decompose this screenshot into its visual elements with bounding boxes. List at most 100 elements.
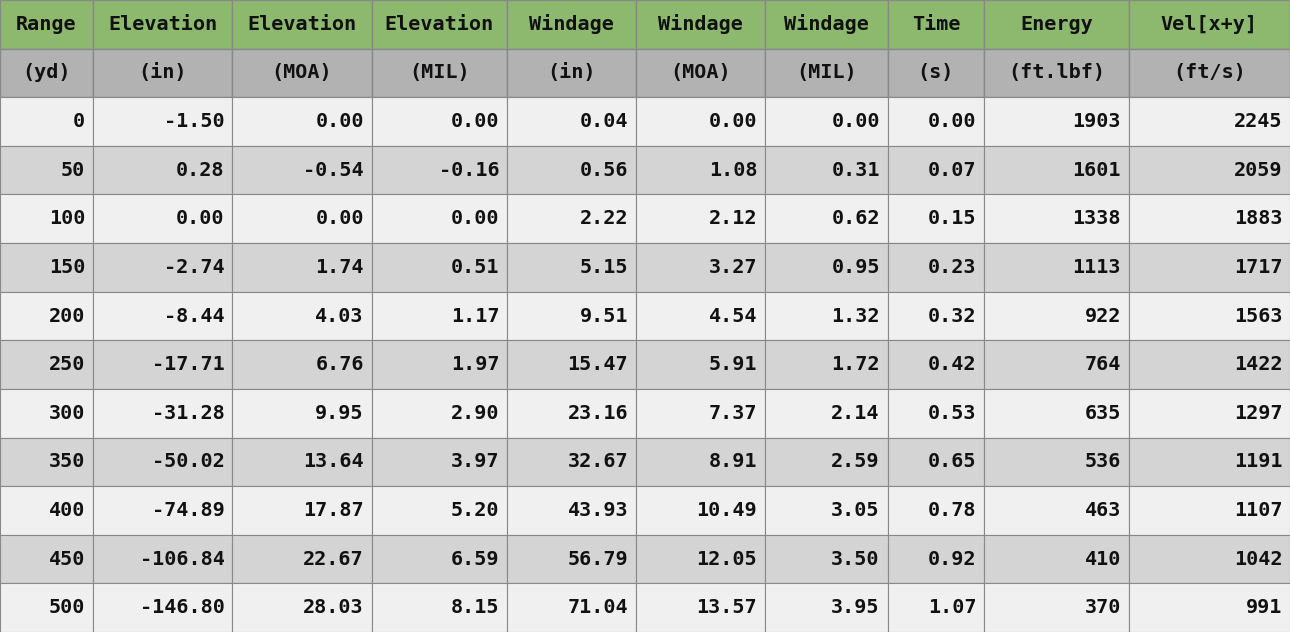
Text: 1.07: 1.07 <box>928 599 977 617</box>
Bar <box>232 389 372 437</box>
Bar <box>984 195 1129 243</box>
Bar <box>232 486 372 535</box>
Bar <box>1129 437 1290 486</box>
Bar <box>507 0 636 49</box>
Text: 0.56: 0.56 <box>579 161 628 179</box>
Text: 536: 536 <box>1085 453 1121 471</box>
Bar <box>0 97 93 146</box>
Bar <box>372 340 507 389</box>
Text: 1717: 1717 <box>1233 258 1282 277</box>
Text: 991: 991 <box>1246 599 1282 617</box>
Bar <box>232 243 372 292</box>
Text: 1.72: 1.72 <box>831 355 880 374</box>
Bar <box>765 49 888 97</box>
Text: 2059: 2059 <box>1233 161 1282 179</box>
Bar <box>888 0 984 49</box>
Text: 3.97: 3.97 <box>450 453 499 471</box>
Text: 2.90: 2.90 <box>450 404 499 423</box>
Bar <box>507 243 636 292</box>
Text: 1563: 1563 <box>1233 307 1282 325</box>
Bar <box>1129 97 1290 146</box>
Text: -2.74: -2.74 <box>164 258 224 277</box>
Text: 2.14: 2.14 <box>831 404 880 423</box>
Bar <box>372 195 507 243</box>
Bar <box>888 340 984 389</box>
Bar <box>1129 243 1290 292</box>
Bar <box>93 195 232 243</box>
Text: 0.95: 0.95 <box>831 258 880 277</box>
Text: 400: 400 <box>49 501 85 520</box>
Bar <box>93 389 232 437</box>
Bar <box>93 146 232 195</box>
Bar <box>372 486 507 535</box>
Bar <box>765 389 888 437</box>
Bar <box>232 195 372 243</box>
Text: 200: 200 <box>49 307 85 325</box>
Text: 0.04: 0.04 <box>579 112 628 131</box>
Text: 1191: 1191 <box>1233 453 1282 471</box>
Text: (MIL): (MIL) <box>796 63 857 82</box>
Bar <box>232 0 372 49</box>
Text: 28.03: 28.03 <box>303 599 364 617</box>
Text: 3.27: 3.27 <box>708 258 757 277</box>
Bar <box>0 0 93 49</box>
Bar <box>984 340 1129 389</box>
Bar <box>984 292 1129 340</box>
Bar <box>636 49 765 97</box>
Text: 300: 300 <box>49 404 85 423</box>
Bar <box>765 0 888 49</box>
Bar <box>0 49 93 97</box>
Bar <box>765 340 888 389</box>
Text: (MOA): (MOA) <box>671 63 730 82</box>
Bar <box>507 146 636 195</box>
Bar <box>232 292 372 340</box>
Bar <box>984 0 1129 49</box>
Text: (MIL): (MIL) <box>409 63 470 82</box>
Text: 56.79: 56.79 <box>568 550 628 569</box>
Bar <box>372 437 507 486</box>
Text: Elevation: Elevation <box>248 15 356 33</box>
Text: 0.65: 0.65 <box>928 453 977 471</box>
Text: 1.17: 1.17 <box>450 307 499 325</box>
Text: 9.95: 9.95 <box>315 404 364 423</box>
Bar <box>232 97 372 146</box>
Bar <box>507 389 636 437</box>
Bar <box>507 97 636 146</box>
Bar <box>1129 389 1290 437</box>
Bar <box>372 583 507 632</box>
Bar <box>0 486 93 535</box>
Bar <box>232 583 372 632</box>
Text: -146.80: -146.80 <box>139 599 224 617</box>
Bar <box>888 535 984 583</box>
Bar <box>0 583 93 632</box>
Bar <box>888 437 984 486</box>
Text: 0.00: 0.00 <box>450 112 499 131</box>
Text: 0.00: 0.00 <box>708 112 757 131</box>
Text: 3.95: 3.95 <box>831 599 880 617</box>
Bar <box>984 243 1129 292</box>
Text: (in): (in) <box>138 63 187 82</box>
Text: -1.50: -1.50 <box>164 112 224 131</box>
Bar <box>888 97 984 146</box>
Bar <box>93 243 232 292</box>
Text: Range: Range <box>17 15 76 33</box>
Text: -17.71: -17.71 <box>152 355 224 374</box>
Bar <box>1129 340 1290 389</box>
Bar <box>232 535 372 583</box>
Text: 370: 370 <box>1085 599 1121 617</box>
Bar <box>372 243 507 292</box>
Text: 1601: 1601 <box>1072 161 1121 179</box>
Bar <box>372 0 507 49</box>
Text: Windage: Windage <box>529 15 614 34</box>
Bar <box>0 389 93 437</box>
Bar <box>765 195 888 243</box>
Text: 13.64: 13.64 <box>303 453 364 471</box>
Text: 410: 410 <box>1085 550 1121 569</box>
Text: 0.53: 0.53 <box>928 404 977 423</box>
Bar <box>888 146 984 195</box>
Bar <box>636 340 765 389</box>
Bar <box>984 437 1129 486</box>
Bar <box>888 49 984 97</box>
Text: 8.91: 8.91 <box>708 453 757 471</box>
Bar <box>888 195 984 243</box>
